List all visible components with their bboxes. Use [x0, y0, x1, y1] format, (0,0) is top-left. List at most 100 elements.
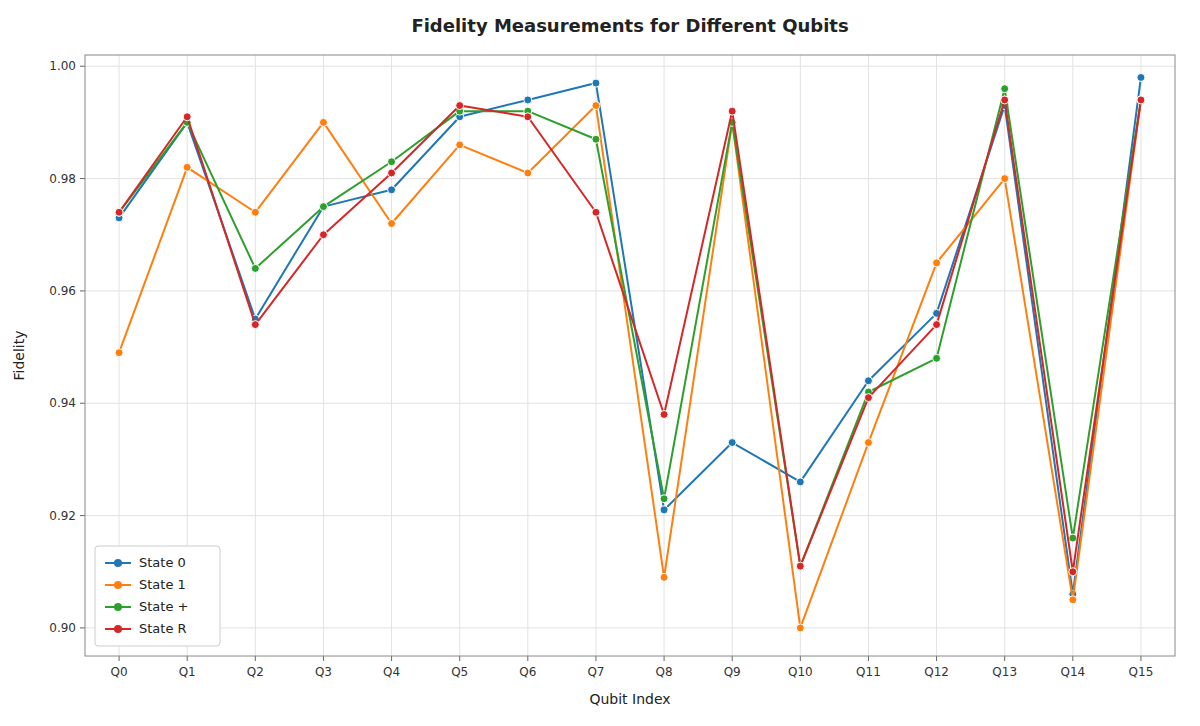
point: [456, 102, 464, 110]
grid: [85, 55, 1175, 656]
x-tick: [527, 656, 528, 661]
point: [864, 439, 872, 447]
x-tick-label: Q7: [587, 665, 604, 679]
y-grid-line: [85, 403, 1175, 404]
x-grid-line: [1140, 55, 1141, 656]
plot-frame: [85, 55, 1175, 656]
y-tick-label: 0.92: [49, 509, 76, 523]
point: [864, 377, 872, 385]
point: [796, 562, 804, 570]
x-grid-line: [732, 55, 733, 656]
x-tick-label: Q13: [992, 665, 1017, 679]
x-tick-label: Q12: [924, 665, 949, 679]
point: [592, 135, 600, 143]
y-grid-line: [85, 627, 1175, 628]
point: [115, 349, 123, 357]
point: [388, 186, 396, 194]
legend-marker: [114, 603, 122, 611]
plot-data: [115, 73, 1145, 631]
point: [183, 163, 191, 171]
legend-marker: [114, 581, 122, 589]
y-tick-label: 0.98: [49, 172, 76, 186]
x-tick: [800, 656, 801, 661]
x-tick-label: Q0: [111, 665, 128, 679]
point: [319, 118, 327, 126]
x-tick: [664, 656, 665, 661]
point: [183, 113, 191, 121]
point: [933, 259, 941, 267]
point: [388, 220, 396, 228]
legend-marker: [114, 559, 122, 567]
point: [728, 439, 736, 447]
x-grid-line: [255, 55, 256, 656]
point: [319, 231, 327, 239]
x-tick: [732, 656, 733, 661]
point: [660, 573, 668, 581]
title: Fidelity Measurements for Different Qubi…: [411, 15, 848, 36]
line: [119, 100, 1141, 628]
y-grid-line: [85, 515, 1175, 516]
legend-label: State 1: [139, 577, 186, 592]
y-tick: [80, 403, 85, 404]
point: [933, 321, 941, 329]
x-grid-line: [1004, 55, 1005, 656]
x-tick: [391, 656, 392, 661]
x-tick-label: Q2: [247, 665, 264, 679]
y-tick-label: 0.96: [49, 284, 76, 298]
y-tick-label: 1.00: [49, 59, 76, 73]
x-tick: [187, 656, 188, 661]
x-grid-line: [323, 55, 324, 656]
point: [796, 478, 804, 486]
point: [1137, 96, 1145, 104]
point: [1001, 175, 1009, 183]
point: [592, 208, 600, 216]
x-axis-label: Qubit Index: [589, 691, 670, 707]
x-tick: [936, 656, 937, 661]
x-tick-label: Q9: [724, 665, 741, 679]
point: [660, 410, 668, 418]
y-tick: [80, 515, 85, 516]
point: [115, 208, 123, 216]
y-grid-line: [85, 178, 1175, 179]
x-tick: [459, 656, 460, 661]
point: [1001, 85, 1009, 93]
x-grid-line: [391, 55, 392, 656]
y-tick: [80, 627, 85, 628]
y-tick: [80, 66, 85, 67]
y-tick: [80, 178, 85, 179]
legend: State 0State 1State +State R: [95, 546, 220, 646]
x-tick-label: Q4: [383, 665, 400, 679]
point: [1137, 73, 1145, 81]
point: [1001, 96, 1009, 104]
x-tick-label: Q15: [1129, 665, 1154, 679]
x-grid-line: [664, 55, 665, 656]
point: [251, 208, 259, 216]
point: [660, 495, 668, 503]
legend-label: State +: [139, 599, 188, 614]
y-tick: [80, 290, 85, 291]
point: [524, 169, 532, 177]
x-grid-line: [868, 55, 869, 656]
line: [119, 100, 1141, 572]
x-tick-label: Q1: [179, 665, 196, 679]
x-tick: [255, 656, 256, 661]
chart: 0.900.920.940.960.981.00Q0Q1Q2Q3Q4Q5Q6Q7…: [0, 0, 1200, 726]
point: [319, 203, 327, 211]
point: [524, 113, 532, 121]
point: [728, 107, 736, 115]
point: [115, 208, 123, 216]
point: [456, 141, 464, 149]
x-tick: [868, 656, 869, 661]
x-tick: [1140, 656, 1141, 661]
point: [660, 506, 668, 514]
series: [115, 96, 1145, 576]
point: [796, 562, 804, 570]
x-tick-label: Q5: [451, 665, 468, 679]
legend-box: [95, 546, 220, 646]
point: [933, 354, 941, 362]
x-tick-label: Q14: [1060, 665, 1085, 679]
point: [524, 96, 532, 104]
legend-label: State R: [139, 621, 187, 636]
series: [115, 85, 1145, 570]
point: [251, 321, 259, 329]
